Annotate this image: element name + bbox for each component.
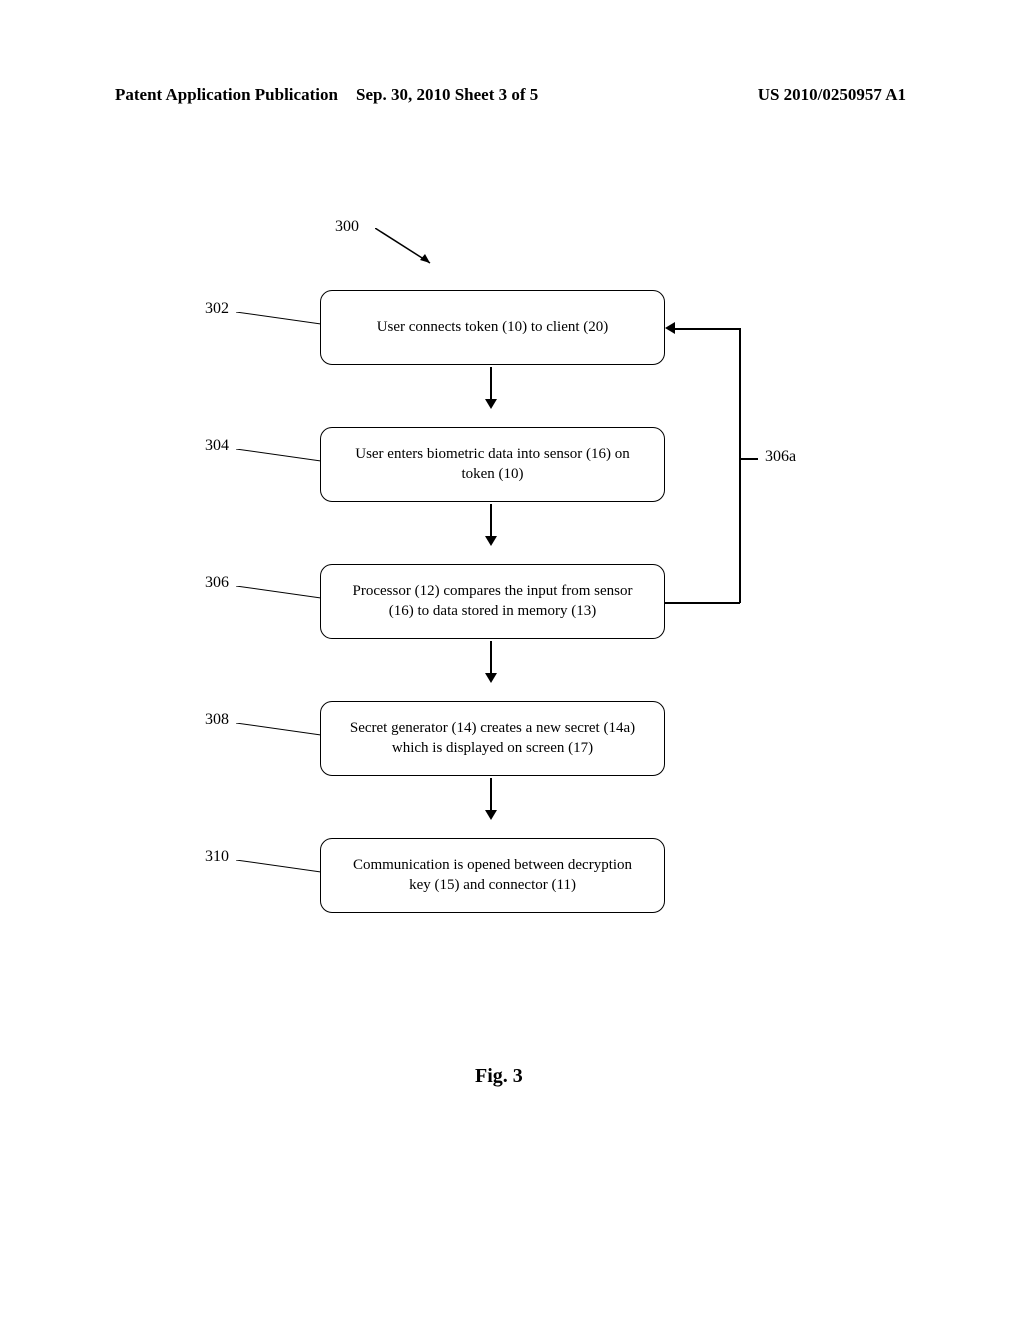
arrow-308-310: [490, 778, 492, 818]
flowchart-box-302: User connects token (10) to client (20): [320, 290, 665, 365]
label-line-302: [236, 312, 321, 332]
label-line-310: [236, 860, 321, 880]
ref-label-300: 300: [335, 218, 359, 236]
ref-label-306: 306: [205, 574, 229, 592]
ref-300-arrow: [375, 228, 445, 268]
box-text-310: Communication is opened between decrypti…: [341, 856, 644, 895]
label-line-306: [236, 586, 321, 606]
ref-label-306a: 306a: [765, 448, 796, 466]
box-text-302: User connects token (10) to client (20): [377, 318, 609, 338]
feedback-line-v: [739, 328, 741, 603]
feedback-line-h-bottom: [665, 602, 740, 604]
arrow-304-306: [490, 504, 492, 544]
label-line-304: [236, 449, 321, 469]
header-center: Sep. 30, 2010 Sheet 3 of 5: [356, 85, 538, 105]
header-right: US 2010/0250957 A1: [758, 85, 906, 105]
ref-label-302: 302: [205, 300, 229, 318]
box-text-304: User enters biometric data into sensor (…: [341, 445, 644, 484]
flowchart-box-308: Secret generator (14) creates a new secr…: [320, 701, 665, 776]
tick-306a: [740, 458, 758, 460]
figure-label: Fig. 3: [475, 1065, 523, 1088]
ref-label-304: 304: [205, 437, 229, 455]
flowchart-box-304: User enters biometric data into sensor (…: [320, 427, 665, 502]
ref-label-310: 310: [205, 848, 229, 866]
arrow-306-308: [490, 641, 492, 681]
flowchart-box-310: Communication is opened between decrypti…: [320, 838, 665, 913]
page-header: Patent Application Publication Sep. 30, …: [0, 85, 1024, 105]
feedback-arrow-icon: [665, 322, 675, 334]
header-left: Patent Application Publication: [115, 85, 338, 105]
ref-label-308: 308: [205, 711, 229, 729]
flowchart-box-306: Processor (12) compares the input from s…: [320, 564, 665, 639]
box-text-306: Processor (12) compares the input from s…: [341, 582, 644, 621]
label-line-308: [236, 723, 321, 743]
box-text-308: Secret generator (14) creates a new secr…: [341, 719, 644, 758]
arrow-302-304: [490, 367, 492, 407]
feedback-line-h-top: [675, 328, 740, 330]
